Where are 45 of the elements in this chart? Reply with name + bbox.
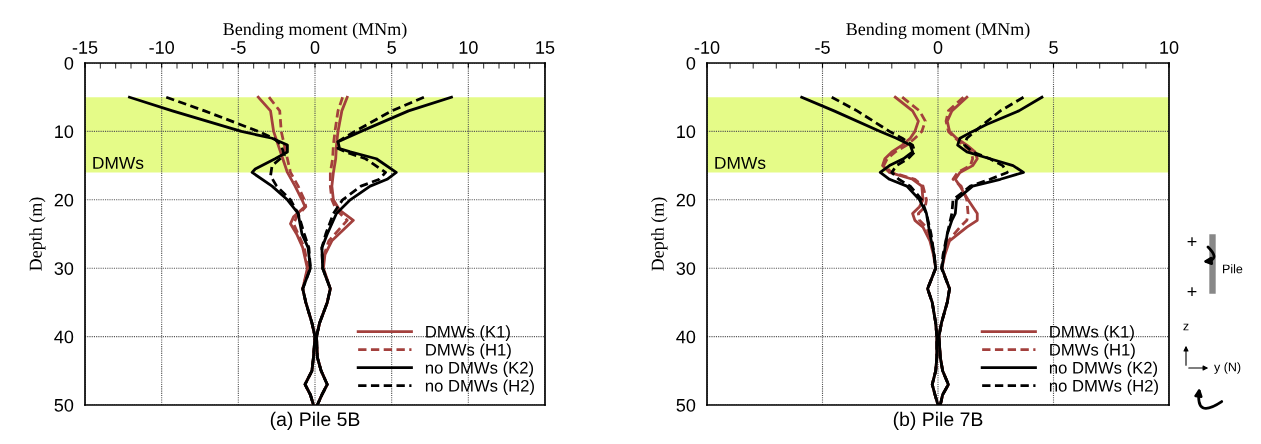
- legend-label: no DMWs (H2): [1049, 379, 1158, 395]
- x-tick-label: -10: [694, 41, 720, 54]
- legend-label: DMWs (H1): [1050, 343, 1135, 359]
- y-tick-label: 40: [54, 330, 74, 344]
- x-axis-title: Bending moment (MNm): [846, 22, 1030, 39]
- legend-label: no DMWs (K2): [425, 361, 534, 377]
- y-tick-label: 50: [54, 398, 74, 412]
- y-tick-label: 10: [677, 125, 696, 139]
- x-axis-title: Bending moment (MNm): [223, 22, 407, 39]
- x-tick-label: -5: [231, 41, 246, 54]
- text: Pile: [1223, 264, 1243, 274]
- legend-label: no DMWs (H2): [425, 379, 534, 395]
- text: (a) Pile 5B: [270, 411, 360, 430]
- legend-label: DMWs (K1): [1050, 325, 1134, 341]
- y-tick-label: 50: [676, 398, 696, 412]
- y-tick-label: 0: [686, 56, 696, 70]
- text: +: [1187, 287, 1197, 297]
- x-tick-label: 0: [310, 41, 320, 54]
- text: (b) Pile 7B: [893, 411, 983, 430]
- x-tick-label: 0: [933, 41, 943, 54]
- band-label: DMWs: [715, 156, 766, 170]
- legend-label: DMWs (H1): [426, 343, 511, 359]
- x-tick-label: -15: [72, 41, 98, 54]
- y-axis-title: Depth (m): [29, 197, 46, 271]
- band-label: DMWs: [93, 156, 144, 170]
- legend-label: no DMWs (K2): [1049, 361, 1158, 377]
- y-tick-label: 30: [54, 262, 74, 275]
- x-tick-label: -10: [149, 41, 175, 54]
- y-tick-label: 30: [676, 262, 696, 275]
- x-tick-label: 10: [459, 41, 478, 54]
- y-tick-label: 0: [64, 56, 74, 70]
- x-tick-label: 5: [1049, 41, 1058, 54]
- y-tick-label: 10: [55, 125, 74, 139]
- text: z: [1183, 323, 1189, 331]
- x-tick-label: -5: [815, 41, 830, 54]
- text: +: [1187, 237, 1197, 247]
- y-axis-title: Depth (m): [651, 197, 668, 271]
- legend-label: DMWs (K1): [426, 325, 510, 341]
- y-tick-label: 20: [54, 193, 74, 207]
- x-tick-label: 5: [387, 41, 396, 54]
- x-tick-label: 10: [1160, 41, 1179, 54]
- text: y (N): [1214, 362, 1241, 374]
- y-tick-label: 40: [676, 330, 696, 344]
- y-tick-label: 20: [676, 193, 696, 207]
- x-tick-label: 15: [536, 41, 555, 54]
